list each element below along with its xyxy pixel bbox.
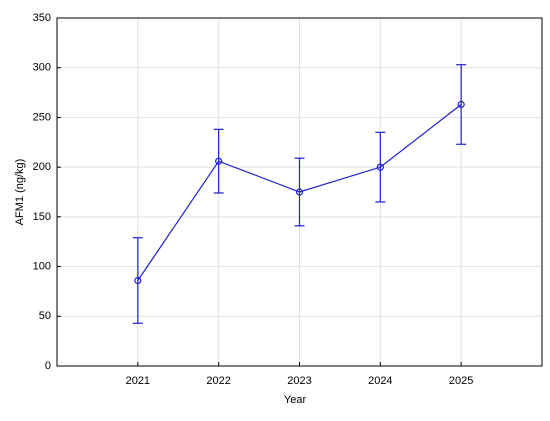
y-tick-label: 50 <box>39 310 51 322</box>
y-axis-label: AFM1 (ng/kg) <box>14 159 26 226</box>
y-tick-label: 100 <box>33 260 51 272</box>
y-tick-label: 350 <box>33 12 51 24</box>
y-tick-label: 300 <box>33 62 51 74</box>
x-tick-label: 2021 <box>126 375 150 387</box>
y-tick-label: 250 <box>33 111 51 123</box>
x-tick-label: 2024 <box>368 375 392 387</box>
x-axis-label: Year <box>284 394 307 406</box>
x-tick-label: 2025 <box>449 375 473 387</box>
y-tick-label: 150 <box>33 211 51 223</box>
y-tick-label: 200 <box>33 161 51 173</box>
point <box>215 157 223 165</box>
point <box>457 100 465 109</box>
x-tick-label: 2022 <box>206 375 230 387</box>
x-tick-label: 2023 <box>287 375 311 387</box>
point <box>134 276 142 285</box>
point <box>376 163 384 171</box>
point <box>295 188 304 196</box>
y-tick-label: 0 <box>45 360 51 372</box>
